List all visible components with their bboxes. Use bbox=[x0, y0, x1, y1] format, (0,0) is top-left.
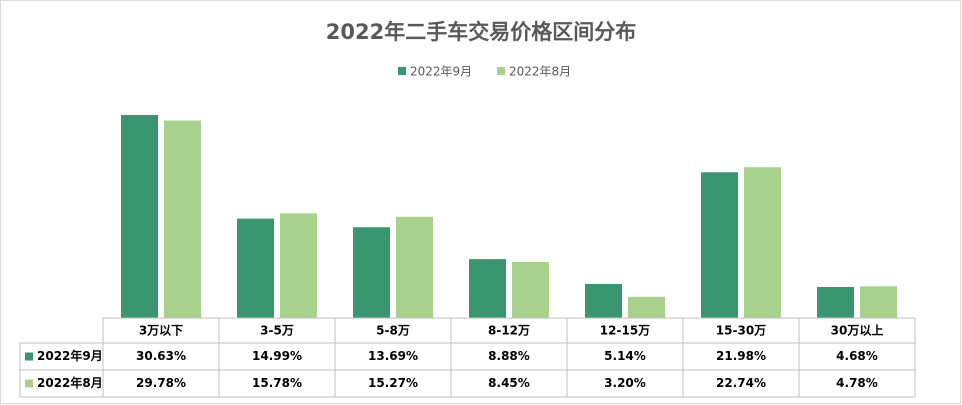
bar bbox=[860, 286, 897, 318]
value-label: 29.78% bbox=[136, 376, 186, 390]
bar bbox=[280, 213, 317, 318]
bar bbox=[469, 259, 506, 318]
bar bbox=[585, 283, 622, 318]
value-label: 21.98% bbox=[716, 349, 766, 363]
value-label: 22.74% bbox=[716, 376, 766, 390]
value-label: 5.14% bbox=[604, 349, 646, 363]
bar bbox=[237, 218, 274, 318]
value-label: 14.99% bbox=[252, 349, 302, 363]
x-tick-label: 30万以上 bbox=[831, 323, 884, 338]
value-label: 15.27% bbox=[368, 376, 418, 390]
bar bbox=[396, 216, 433, 318]
row-label: 2022年8月 bbox=[37, 375, 103, 390]
row-label: 2022年9月 bbox=[37, 348, 103, 363]
value-label: 4.68% bbox=[836, 349, 878, 363]
bar bbox=[744, 167, 781, 318]
value-label: 3.20% bbox=[604, 376, 646, 390]
x-tick-label: 3万以下 bbox=[139, 324, 183, 338]
x-tick-label: 3-5万 bbox=[260, 324, 294, 338]
bar bbox=[512, 261, 549, 318]
x-tick-label: 15-30万 bbox=[716, 324, 766, 338]
bar bbox=[353, 227, 390, 318]
value-label: 8.88% bbox=[488, 349, 530, 363]
legend-key bbox=[25, 379, 33, 388]
legend-swatch bbox=[398, 67, 406, 75]
table-cell bbox=[798, 317, 916, 398]
x-tick-label: 8-12万 bbox=[488, 324, 530, 338]
x-tick-label: 5-8万 bbox=[376, 324, 410, 338]
value-label: 15.78% bbox=[252, 376, 302, 390]
value-label: 30.63% bbox=[136, 349, 186, 363]
bar bbox=[164, 120, 201, 319]
chart-title: 2022年二手车交易价格区间分布 bbox=[326, 20, 636, 44]
legend-swatch bbox=[497, 67, 505, 75]
bar bbox=[817, 286, 854, 318]
legend-key bbox=[25, 352, 33, 361]
value-label: 4.78% bbox=[836, 376, 878, 390]
value-label: 8.45% bbox=[488, 376, 530, 390]
bar bbox=[628, 296, 665, 318]
legend-label: 2022年9月 bbox=[410, 65, 472, 79]
bar bbox=[701, 172, 738, 318]
x-tick-label: 12-15万 bbox=[600, 324, 650, 338]
value-label: 13.69% bbox=[368, 349, 418, 363]
bar bbox=[121, 114, 158, 319]
legend-label: 2022年8月 bbox=[509, 65, 571, 79]
